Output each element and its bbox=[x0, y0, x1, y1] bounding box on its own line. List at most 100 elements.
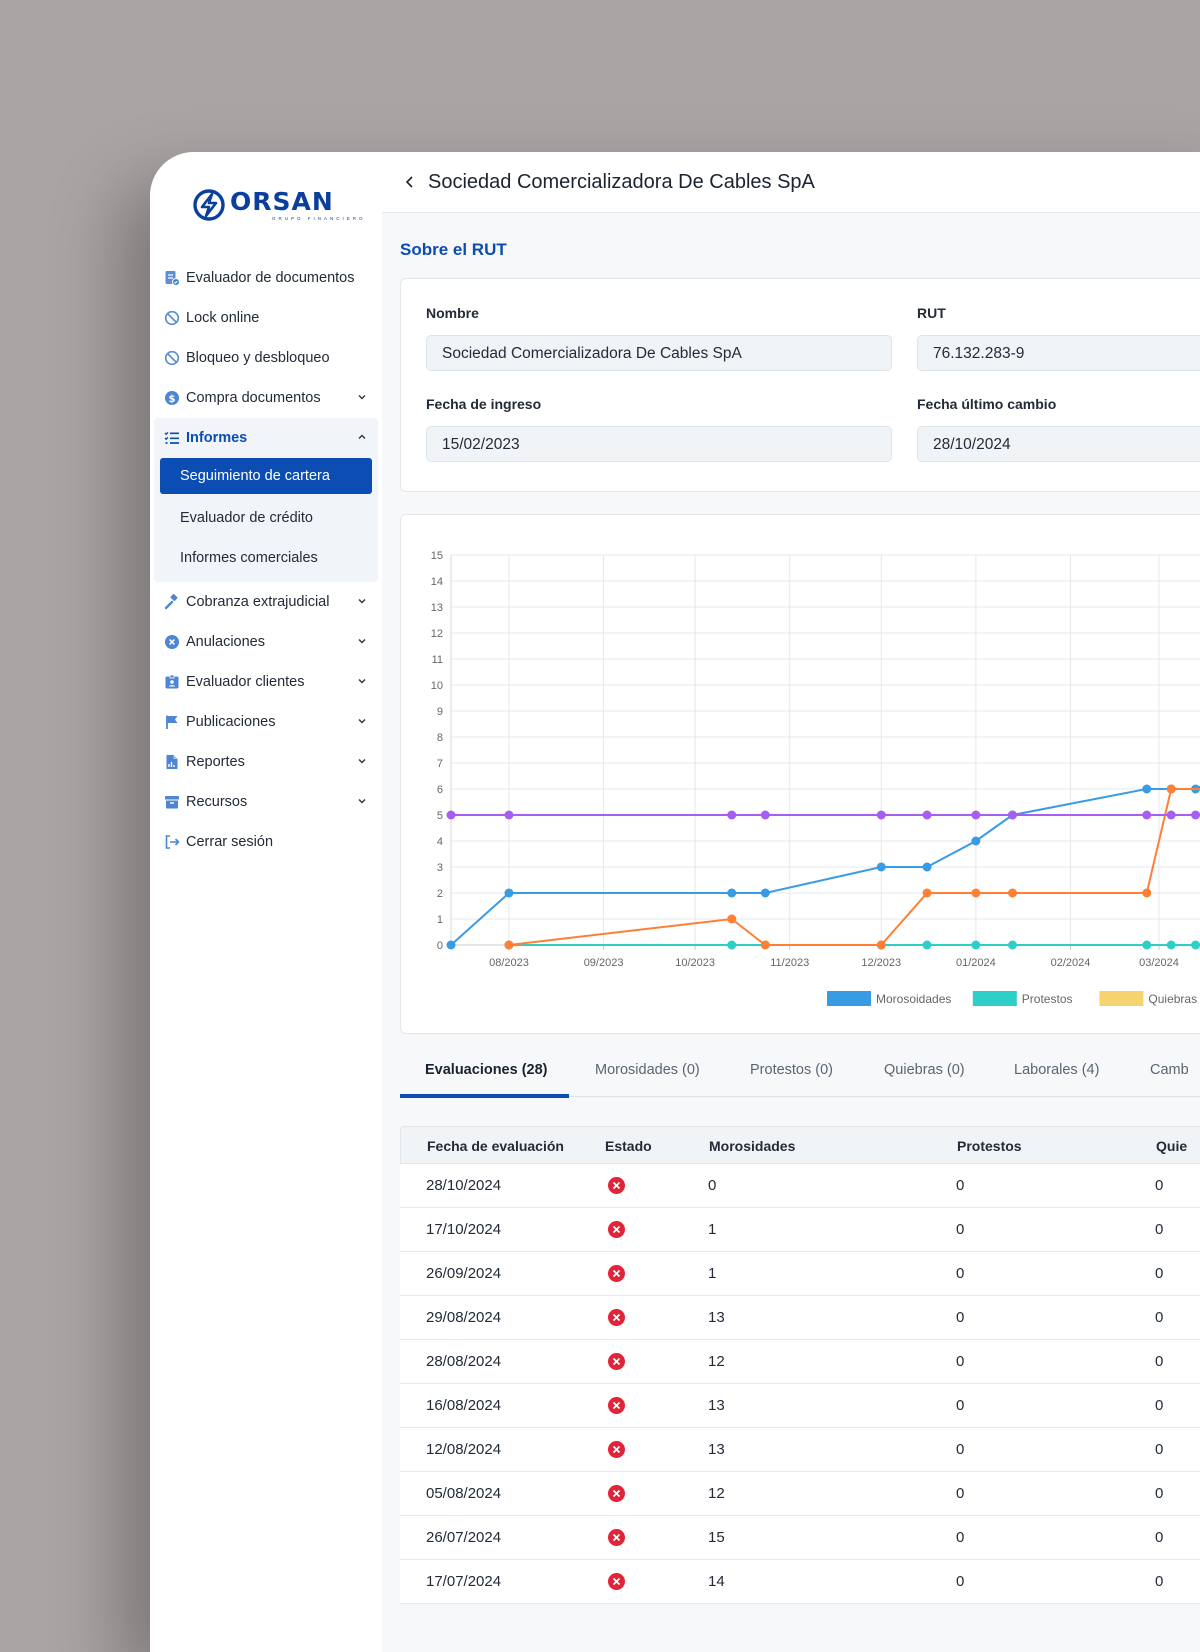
sidebar-item-label: Cerrar sesión bbox=[186, 834, 273, 850]
submenu-item-evaluador-credito[interactable]: Evaluador de crédito bbox=[154, 498, 378, 538]
data-point bbox=[971, 811, 980, 820]
app-window: ORSAN GRUPO FINANCIERO Evaluador de docu… bbox=[150, 152, 1200, 1652]
sidebar-item-label: Bloqueo y desbloqueo bbox=[186, 350, 330, 366]
x-tick-label: 08/2023 bbox=[489, 957, 529, 969]
chevron-down-icon[interactable] bbox=[356, 755, 368, 771]
legend-label: Quiebras bbox=[1148, 992, 1197, 1006]
sidebar-item-compra-documentos[interactable]: $ Compra documentos bbox=[154, 378, 378, 418]
data-point bbox=[504, 811, 513, 820]
sidebar-item-cobranza[interactable]: Cobranza extrajudicial bbox=[154, 582, 378, 622]
data-point bbox=[1008, 889, 1017, 898]
back-chevron-icon[interactable] bbox=[404, 175, 416, 189]
cell-fecha: 16/08/2024 bbox=[426, 1384, 501, 1427]
list-check-icon bbox=[164, 430, 180, 446]
data-point bbox=[877, 941, 886, 950]
sidebar-item-recursos[interactable]: Recursos bbox=[154, 782, 378, 822]
chevron-down-icon[interactable] bbox=[356, 635, 368, 651]
fecha-cambio-label: Fecha último cambio bbox=[917, 396, 1056, 412]
sidebar-item-publicaciones[interactable]: Publicaciones bbox=[154, 702, 378, 742]
status-error-icon bbox=[608, 1309, 625, 1326]
y-tick-label: 15 bbox=[431, 550, 443, 562]
data-point bbox=[761, 941, 770, 950]
cell-quiebras: 0 bbox=[1155, 1296, 1163, 1339]
data-point bbox=[1142, 889, 1151, 898]
sidebar-item-cerrar-sesion[interactable]: Cerrar sesión bbox=[154, 822, 378, 862]
data-point bbox=[1008, 811, 1017, 820]
cell-fecha: 28/10/2024 bbox=[426, 1164, 501, 1207]
rut-field[interactable]: 76.132.283-9 bbox=[917, 335, 1200, 371]
fecha-ingreso-field[interactable]: 15/02/2023 bbox=[426, 426, 892, 462]
brand-name: ORSAN bbox=[230, 189, 366, 215]
chevron-up-icon[interactable] bbox=[356, 431, 368, 447]
sidebar-group-informes: Informes Seguimiento de cartera Evaluado… bbox=[154, 418, 378, 582]
column-header-morosidades[interactable]: Morosidades bbox=[709, 1127, 795, 1165]
sidebar-item-evaluador-documentos[interactable]: Evaluador de documentos bbox=[154, 258, 378, 298]
cell-protestos: 0 bbox=[956, 1472, 964, 1515]
sidebar-item-label: Recursos bbox=[186, 794, 247, 810]
sidebar-item-evaluador-clientes[interactable]: Evaluador clientes bbox=[154, 662, 378, 702]
brand-logo[interactable]: ORSAN GRUPO FINANCIERO bbox=[192, 188, 366, 222]
cell-quiebras: 0 bbox=[1155, 1428, 1163, 1471]
tab-quiebras[interactable]: Quiebras (0) bbox=[884, 1046, 965, 1094]
nombre-field[interactable]: Sociedad Comercializadora De Cables SpA bbox=[426, 335, 892, 371]
cell-protestos: 0 bbox=[956, 1428, 964, 1471]
column-header-fecha[interactable]: Fecha de evaluación bbox=[427, 1127, 564, 1165]
x-circle-icon bbox=[164, 634, 180, 650]
y-tick-label: 1 bbox=[437, 914, 443, 926]
x-tick-label: 12/2023 bbox=[861, 957, 901, 969]
sidebar-item-label: Lock online bbox=[186, 310, 259, 326]
sidebar-item-bloqueo[interactable]: Bloqueo y desbloqueo bbox=[154, 338, 378, 378]
data-point bbox=[1191, 941, 1200, 950]
tab-evaluaciones[interactable]: Evaluaciones (28) bbox=[425, 1046, 548, 1094]
chevron-down-icon[interactable] bbox=[356, 675, 368, 691]
submenu-item-seguimiento-cartera[interactable]: Seguimiento de cartera bbox=[160, 458, 372, 494]
data-point bbox=[971, 941, 980, 950]
file-chart-icon bbox=[164, 754, 180, 770]
chevron-down-icon[interactable] bbox=[356, 715, 368, 731]
column-header-quiebras[interactable]: Quie bbox=[1156, 1127, 1187, 1165]
sidebar-item-anulaciones[interactable]: Anulaciones bbox=[154, 622, 378, 662]
x-tick-label: 03/2024 bbox=[1139, 957, 1179, 969]
sidebar-item-reportes[interactable]: Reportes bbox=[154, 742, 378, 782]
cell-morosidades: 13 bbox=[708, 1428, 725, 1471]
submenu-item-informes-comerciales[interactable]: Informes comerciales bbox=[154, 538, 378, 578]
legend-label: Morosoidades bbox=[876, 992, 951, 1006]
cell-protestos: 0 bbox=[956, 1208, 964, 1251]
id-badge-icon bbox=[164, 674, 180, 690]
tab-cambios[interactable]: Camb bbox=[1150, 1046, 1189, 1094]
chevron-down-icon[interactable] bbox=[356, 595, 368, 611]
chevron-down-icon[interactable] bbox=[356, 391, 368, 407]
tab-protestos[interactable]: Protestos (0) bbox=[750, 1046, 833, 1094]
data-point bbox=[727, 811, 736, 820]
cell-quiebras: 0 bbox=[1155, 1472, 1163, 1515]
data-point bbox=[761, 889, 770, 898]
tab-morosidades[interactable]: Morosidades (0) bbox=[595, 1046, 700, 1094]
sidebar-item-informes[interactable]: Informes bbox=[154, 418, 378, 458]
fecha-ingreso-label: Fecha de ingreso bbox=[426, 396, 541, 412]
section-title-rut: Sobre el RUT bbox=[400, 240, 507, 260]
sidebar-nav: Evaluador de documentos Lock online Bloq… bbox=[154, 258, 378, 862]
rut-info-card: Nombre Sociedad Comercializadora De Cabl… bbox=[400, 278, 1200, 492]
data-point bbox=[1142, 785, 1151, 794]
fecha-cambio-field[interactable]: 28/10/2024 bbox=[917, 426, 1200, 462]
tab-laborales[interactable]: Laborales (4) bbox=[1014, 1046, 1099, 1094]
cell-protestos: 0 bbox=[956, 1340, 964, 1383]
chevron-down-icon[interactable] bbox=[356, 795, 368, 811]
ban-icon bbox=[164, 350, 180, 366]
sidebar-item-lock-online[interactable]: Lock online bbox=[154, 298, 378, 338]
column-header-estado[interactable]: Estado bbox=[605, 1127, 652, 1165]
column-header-protestos[interactable]: Protestos bbox=[957, 1127, 1022, 1165]
sidebar-item-label: Compra documentos bbox=[186, 390, 321, 406]
